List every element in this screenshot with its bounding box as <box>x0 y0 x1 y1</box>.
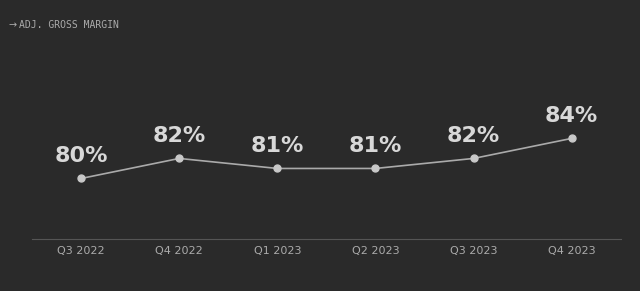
Text: 82%: 82% <box>447 126 500 146</box>
Text: ADJ. GROSS MARGIN: ADJ. GROSS MARGIN <box>19 20 119 30</box>
Text: 81%: 81% <box>251 136 304 157</box>
Text: →: → <box>8 20 17 30</box>
Text: 81%: 81% <box>349 136 402 157</box>
Text: 84%: 84% <box>545 106 598 126</box>
Text: 82%: 82% <box>152 126 206 146</box>
Text: 80%: 80% <box>54 146 108 166</box>
